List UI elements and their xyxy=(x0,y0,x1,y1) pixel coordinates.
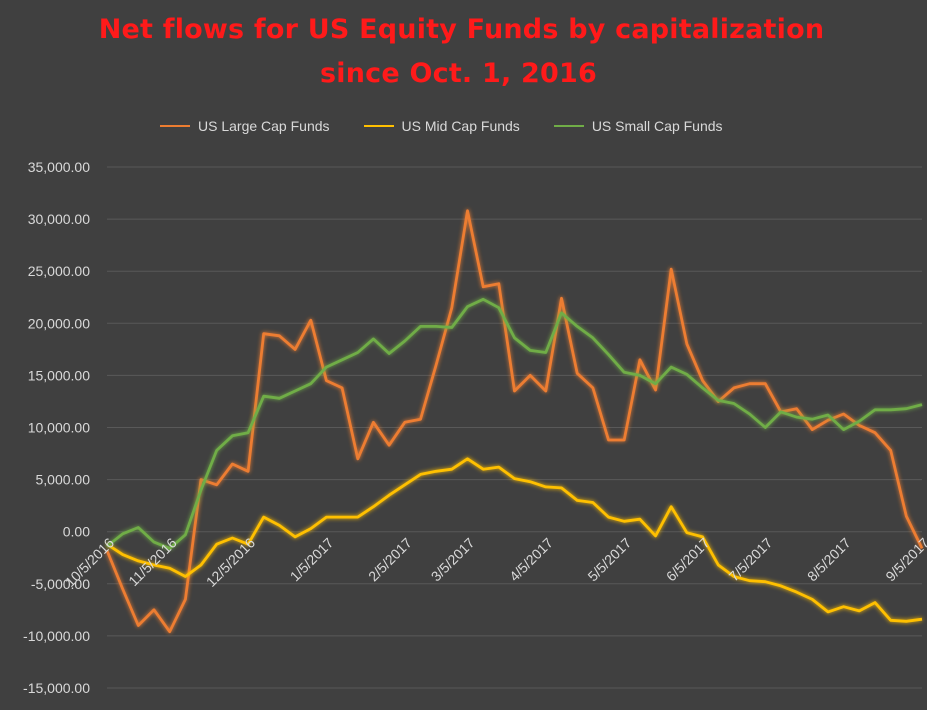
legend-item-large-cap: US Large Cap Funds xyxy=(160,118,330,134)
x-tick-label: 8/5/2017 xyxy=(804,534,854,584)
legend-label-small-cap: US Small Cap Funds xyxy=(591,118,723,134)
gridlines xyxy=(107,166,922,689)
legend: US Large Cap Funds US Mid Cap Funds US S… xyxy=(160,118,723,134)
legend-label-mid-cap: US Mid Cap Funds xyxy=(401,118,520,134)
y-tick-label: 35,000.00 xyxy=(28,159,90,175)
legend-swatch-large-cap xyxy=(160,125,190,127)
y-tick-label: -10,000.00 xyxy=(23,628,90,644)
x-tick-label: 7/5/2017 xyxy=(726,534,776,584)
series-line-small-cap xyxy=(106,297,923,550)
y-tick-label: 10,000.00 xyxy=(28,420,90,436)
x-tick-label: 4/5/2017 xyxy=(506,534,556,584)
legend-item-small-cap: US Small Cap Funds xyxy=(553,118,723,134)
legend-swatch-small-cap xyxy=(553,125,584,127)
legend-swatch-mid-cap xyxy=(363,125,394,127)
y-tick-label: 25,000.00 xyxy=(28,263,90,279)
x-tick-label: 12/5/2016 xyxy=(203,534,259,590)
y-tick-label: 30,000.00 xyxy=(28,211,90,227)
x-tick-label: 1/5/2017 xyxy=(287,534,337,584)
series-line-mid-cap xyxy=(106,457,923,623)
chart-title-line-2: since Oct. 1, 2016 xyxy=(320,58,597,89)
y-tick-label: 0.00 xyxy=(63,524,90,540)
y-tick-label: 15,000.00 xyxy=(28,367,90,383)
x-tick-label: 5/5/2017 xyxy=(584,534,634,584)
x-tick-label: 6/5/2017 xyxy=(663,534,713,584)
x-tick-label: 3/5/2017 xyxy=(428,534,478,584)
y-axis-ticks: 35,000.00 30,000.00 25,000.00 20,000.00 15,0… xyxy=(23,159,90,696)
y-tick-label: 5,000.00 xyxy=(36,472,91,488)
legend-item-mid-cap: US Mid Cap Funds xyxy=(363,118,520,134)
y-tick-label: -15,000.00 xyxy=(23,680,90,696)
x-tick-label: 2/5/2017 xyxy=(365,534,415,584)
legend-label-large-cap: US Large Cap Funds xyxy=(198,118,330,134)
y-tick-label: 20,000.00 xyxy=(28,315,90,331)
y-tick-label: -5,000.00 xyxy=(31,576,90,592)
series-lines xyxy=(105,209,924,634)
x-tick-label: 9/5/2017 xyxy=(882,534,927,584)
chart-title-line-1: Net flows for US Equity Funds by capital… xyxy=(98,14,825,45)
